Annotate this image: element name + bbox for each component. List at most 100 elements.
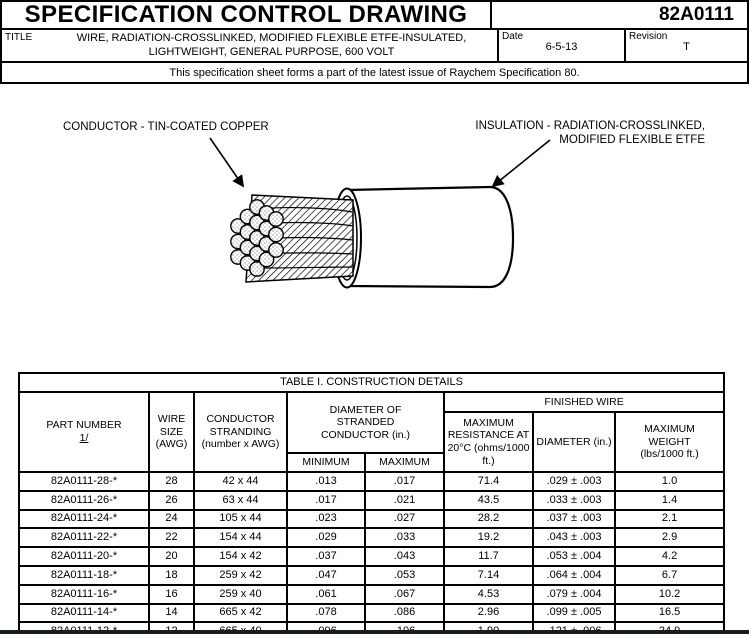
cell-resistance: 43.5 (443, 489, 534, 511)
header-block: SPECIFICATION CONTROL DRAWING 82A0111 TI… (0, 0, 749, 84)
header-row-main: SPECIFICATION CONTROL DRAWING 82A0111 (2, 1, 747, 30)
cell-diameter-max: .033 (364, 527, 445, 549)
wire-title-line1: WIRE, RADIATION-CROSSLINKED, MODIFIED FL… (76, 32, 467, 44)
cell-stranding: 665 x 42 (193, 602, 288, 624)
table-header-row-3: MINIMUM MAXIMUM (19, 452, 724, 473)
cell-weight: 1.4 (613, 489, 726, 511)
cell-stranding: 154 x 44 (193, 527, 288, 549)
page-bottom-edge (0, 630, 749, 634)
document-number: 82A0111 (658, 4, 734, 25)
document-title-cell: SPECIFICATION CONTROL DRAWING (2, 1, 492, 28)
cell-finished-diameter: .033 ± .003 (532, 489, 616, 511)
table-header-row-1: PART NUMBER 1/ WIRE SIZE (AWG) CONDUCTOR… (18, 391, 726, 473)
col-header-part-number: PART NUMBER 1/ (18, 391, 150, 473)
cell-resistance: 4.53 (443, 583, 534, 605)
wire-illustration (209, 137, 551, 289)
cell-resistance: 19.2 (443, 527, 534, 549)
col-header-minimum: MINIMUM (286, 452, 366, 473)
spec-note: This specification sheet forms a part of… (169, 66, 580, 79)
cell-diameter-max: .043 (364, 546, 445, 567)
cell-weight: 2.9 (613, 527, 726, 549)
cell-resistance: 7.14 (443, 564, 534, 586)
cell-part-number: 82A0111-22-* (18, 527, 150, 549)
footnote-ref: 1/ (79, 432, 89, 444)
col-header-resistance: MAXIMUM RESISTANCE AT 20°C (ohms/1000 ft… (443, 411, 534, 473)
table-header-row-2: MAXIMUM RESISTANCE AT 20°C (ohms/1000 ft… (19, 411, 726, 473)
table-row: 82A0111-22-* 22 154 x 44 .029 .033 19.2 … (18, 527, 726, 549)
cell-resistance: 28.2 (443, 508, 534, 530)
insulation-arrow (491, 139, 551, 188)
cell-weight: 16.5 (613, 602, 726, 624)
table-title: TABLE I. CONSTRUCTION DETAILS (17, 372, 726, 393)
date-value: 6-5-13 (545, 41, 578, 53)
revision-cell: Revision T (626, 30, 747, 61)
col-header-wire-size: WIRE SIZE (AWG) (148, 391, 195, 473)
cell-wire-size: 18 (148, 564, 195, 586)
cell-finished-diameter: .064 ± .004 (532, 564, 616, 586)
cell-part-number: 82A0111-24-* (18, 508, 150, 530)
cell-finished-diameter: .099 ± .005 (532, 602, 616, 624)
table-row: 82A0111-20-* 20 154 x 42 .037 .043 11.7 … (18, 546, 726, 567)
cell-weight: 4.2 (613, 546, 726, 567)
cell-finished-diameter: .053 ± .004 (532, 546, 616, 567)
cell-wire-size: 24 (148, 508, 195, 530)
cell-wire-size: 22 (148, 527, 195, 549)
cell-part-number: 82A0111-20-* (18, 546, 150, 567)
table-title-row: TABLE I. CONSTRUCTION DETAILS (17, 372, 726, 393)
wire-diagram: CONDUCTOR - TIN-COATED COPPER INSULATION… (0, 86, 749, 370)
cell-diameter-min: .017 (286, 489, 366, 511)
cell-part-number: 82A0111-16-* (18, 583, 150, 605)
revision-label: Revision (629, 31, 668, 42)
cell-diameter-min: .078 (286, 602, 366, 624)
conductor-callout-label: CONDUCTOR - TIN-COATED COPPER (63, 121, 269, 133)
cell-stranding: 42 x 44 (193, 471, 288, 492)
cell-resistance: 71.4 (443, 471, 534, 492)
wire-title-text: WIRE, RADIATION-CROSSLINKED, MODIFIED FL… (46, 30, 499, 61)
conductor-strands (230, 194, 354, 283)
cell-stranding: 259 x 42 (193, 564, 288, 586)
cell-part-number: 82A0111-18-* (18, 564, 150, 586)
cell-weight: 2.1 (613, 508, 726, 530)
cell-stranding: 259 x 40 (193, 583, 288, 605)
cell-diameter-min: .061 (286, 583, 366, 605)
cell-stranding: 105 x 44 (193, 508, 288, 530)
cell-wire-size: 16 (148, 583, 195, 605)
col-header-weight: MAXIMUM WEIGHT (lbs/1000 ft.) (613, 411, 726, 473)
cell-diameter-min: .037 (286, 546, 366, 567)
document-number-cell: 82A0111 (492, 2, 747, 28)
cell-diameter-max: .021 (364, 489, 445, 511)
cell-resistance: 11.7 (443, 546, 534, 567)
cell-wire-size: 14 (148, 602, 195, 624)
cell-weight: 6.7 (613, 564, 726, 586)
cell-diameter-max: .017 (364, 471, 445, 492)
col-header-stranding: CONDUCTOR STRANDING (number x AWG) (193, 391, 288, 473)
cell-finished-diameter: .029 ± .003 (532, 471, 616, 492)
revision-value: T (683, 41, 690, 53)
cell-diameter-max: .053 (364, 564, 445, 586)
cell-part-number: 82A0111-28-* (18, 471, 150, 492)
cell-stranding: 154 x 42 (193, 546, 288, 567)
cell-diameter-max: .027 (364, 508, 445, 530)
cell-wire-size: 26 (148, 489, 195, 511)
table-row: 82A0111-24-* 24 105 x 44 .023 .027 28.2 … (18, 508, 726, 530)
insulation-label-line2: MODIFIED FLEXIBLE ETFE (559, 134, 705, 147)
cell-part-number: 82A0111-26-* (18, 489, 150, 511)
cell-finished-diameter: .079 ± .004 (532, 583, 616, 605)
header-row-title: TITLE WIRE, RADIATION-CROSSLINKED, MODIF… (2, 30, 747, 63)
col-header-finished-wire: FINISHED WIRE (442, 391, 726, 413)
cell-diameter-max: .067 (364, 583, 445, 605)
insulation-cylinder (332, 185, 515, 289)
col-header-maximum: MAXIMUM (364, 452, 445, 473)
construction-table: TABLE I. CONSTRUCTION DETAILS PART NUMBE… (17, 372, 726, 634)
cell-weight: 10.2 (613, 583, 726, 605)
cell-finished-diameter: .037 ± .003 (532, 508, 616, 530)
cell-finished-diameter: .043 ± .003 (532, 527, 616, 549)
cell-diameter-min: .013 (286, 471, 366, 492)
table-row: 82A0111-16-* 16 259 x 40 .061 .067 4.53 … (18, 583, 726, 605)
cell-wire-size: 20 (148, 546, 195, 567)
cell-wire-size: 28 (148, 471, 195, 492)
insulation-label-line1: INSULATION - RADIATION-CROSSLINKED, (475, 120, 705, 132)
cell-diameter-min: .047 (286, 564, 366, 586)
title-label: TITLE (5, 32, 33, 43)
